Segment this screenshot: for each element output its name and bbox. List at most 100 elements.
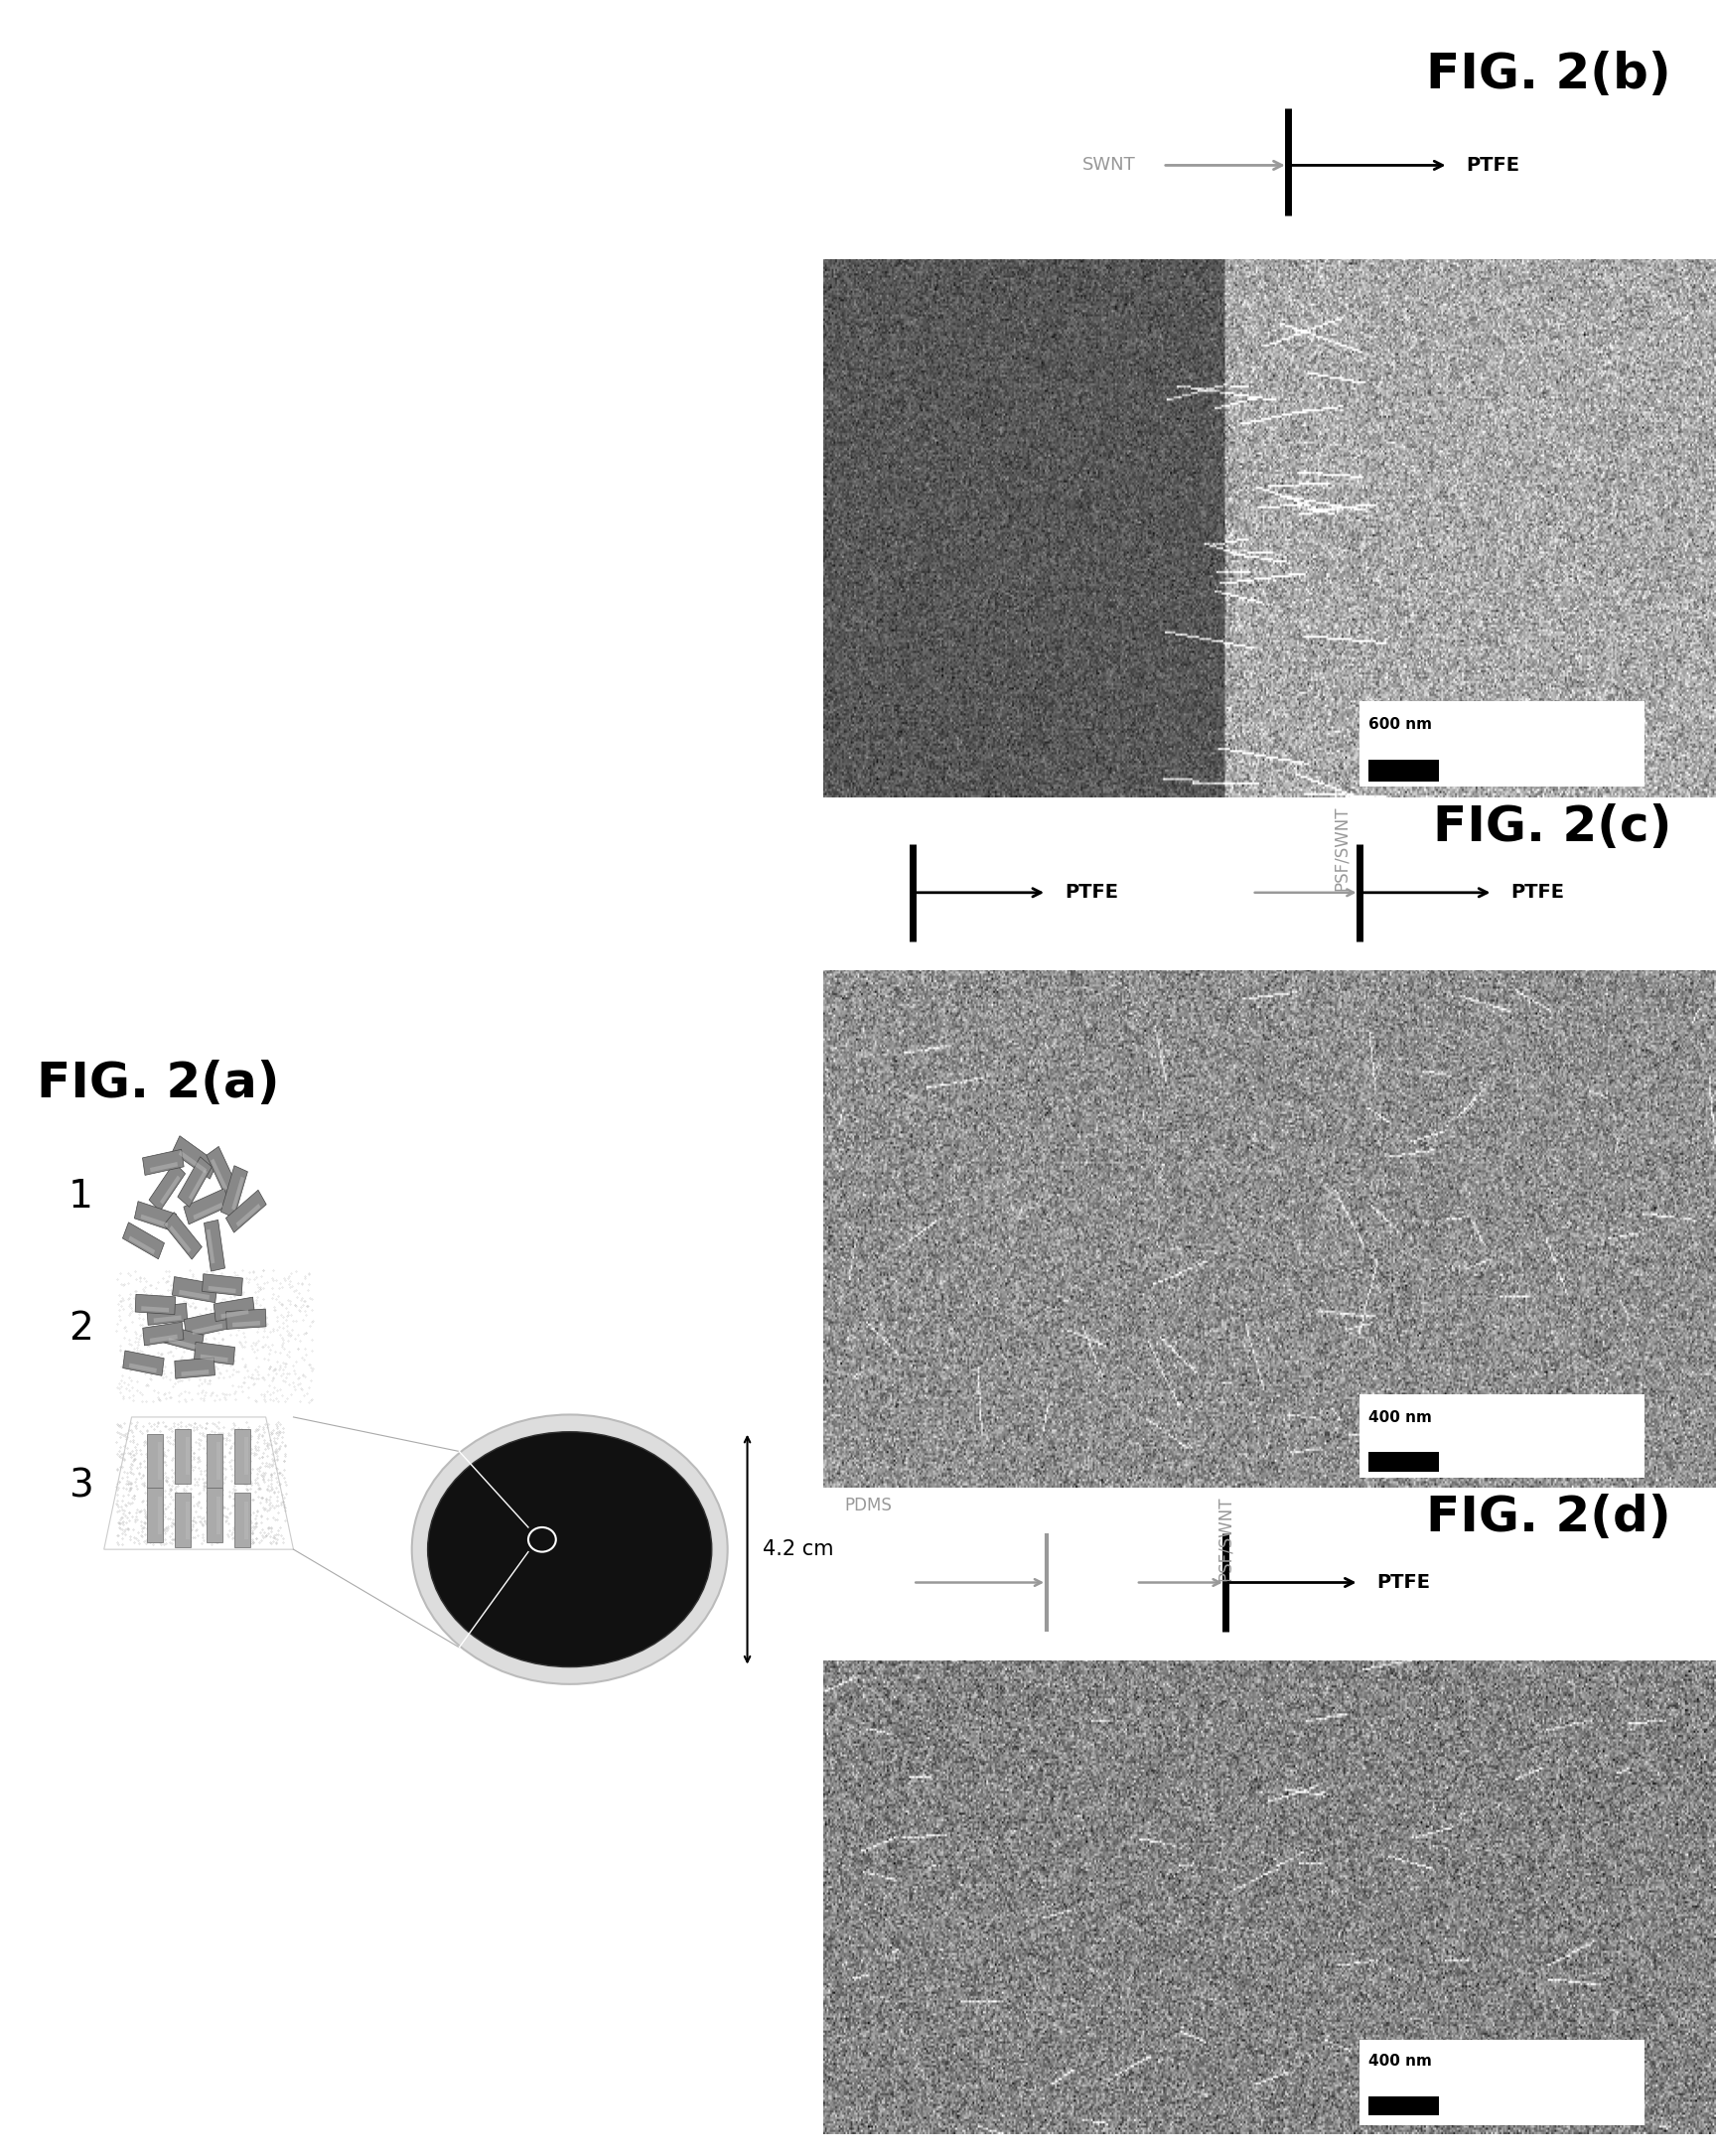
Point [180,1473,208,1507]
Point [269,1412,297,1447]
Point [233,1468,261,1503]
Point [220,1419,247,1453]
Point [202,1507,230,1542]
Point [209,1496,237,1531]
Polygon shape [206,1488,223,1542]
Point [247,1343,275,1378]
Point [204,1406,232,1440]
Point [148,1291,175,1326]
Point [221,1447,249,1481]
Point [256,1261,283,1296]
Point [299,1330,326,1365]
Point [185,1294,213,1328]
Point [245,1304,273,1339]
Point [268,1287,295,1322]
Point [141,1291,168,1326]
Point [163,1470,190,1505]
Point [196,1445,223,1479]
Point [223,1464,251,1498]
Point [173,1255,201,1289]
Point [110,1369,137,1404]
Point [209,1421,237,1455]
Point [268,1425,295,1460]
Polygon shape [175,1429,190,1483]
Point [257,1253,285,1287]
Point [285,1279,312,1313]
Point [134,1440,161,1475]
Point [228,1287,256,1322]
Point [156,1296,184,1330]
Point [166,1296,194,1330]
Point [278,1309,305,1343]
Point [249,1520,276,1554]
Point [261,1384,288,1419]
Point [149,1436,177,1470]
Point [132,1460,160,1494]
Point [225,1427,252,1462]
Point [163,1408,190,1442]
Point [182,1516,209,1550]
Point [118,1369,146,1404]
Point [182,1380,209,1414]
Point [178,1473,206,1507]
Polygon shape [185,1501,189,1539]
Point [293,1350,321,1384]
Point [196,1255,223,1289]
Point [209,1485,237,1520]
Point [242,1442,269,1477]
Point [146,1447,173,1481]
Point [134,1481,161,1516]
Point [211,1468,239,1503]
Point [108,1485,136,1520]
Point [122,1302,149,1337]
Point [175,1376,202,1410]
Point [180,1503,208,1537]
Point [254,1414,281,1449]
Point [264,1438,292,1473]
Point [202,1255,230,1289]
Text: PTFE: PTFE [1376,1574,1431,1591]
Point [136,1518,163,1552]
Point [163,1319,190,1354]
Point [194,1423,221,1457]
Point [281,1322,309,1356]
Point [237,1492,264,1526]
Point [192,1490,220,1524]
Point [268,1296,295,1330]
Text: PTFE: PTFE [1064,884,1119,901]
Point [232,1526,259,1561]
Point [130,1460,158,1494]
Point [220,1520,247,1554]
Point [134,1253,161,1287]
Point [259,1496,287,1531]
Point [160,1360,187,1395]
Point [242,1263,269,1298]
Point [173,1382,201,1416]
Point [184,1436,211,1470]
Point [173,1311,201,1345]
Point [271,1464,299,1498]
Point [144,1475,172,1509]
Point [177,1477,204,1511]
Point [154,1496,182,1531]
Point [192,1276,220,1311]
Point [227,1279,254,1313]
Point [280,1272,307,1307]
Point [151,1356,178,1391]
Point [283,1268,311,1302]
Point [172,1449,199,1483]
Point [278,1268,305,1302]
Point [218,1451,245,1485]
Point [235,1285,263,1319]
Point [209,1322,237,1356]
Point [276,1371,304,1406]
Point [168,1263,196,1298]
Point [240,1436,268,1470]
Point [129,1414,156,1449]
Point [233,1518,261,1552]
Point [268,1296,295,1330]
Point [194,1274,221,1309]
Point [214,1414,242,1449]
Point [202,1272,230,1307]
Point [264,1520,292,1554]
